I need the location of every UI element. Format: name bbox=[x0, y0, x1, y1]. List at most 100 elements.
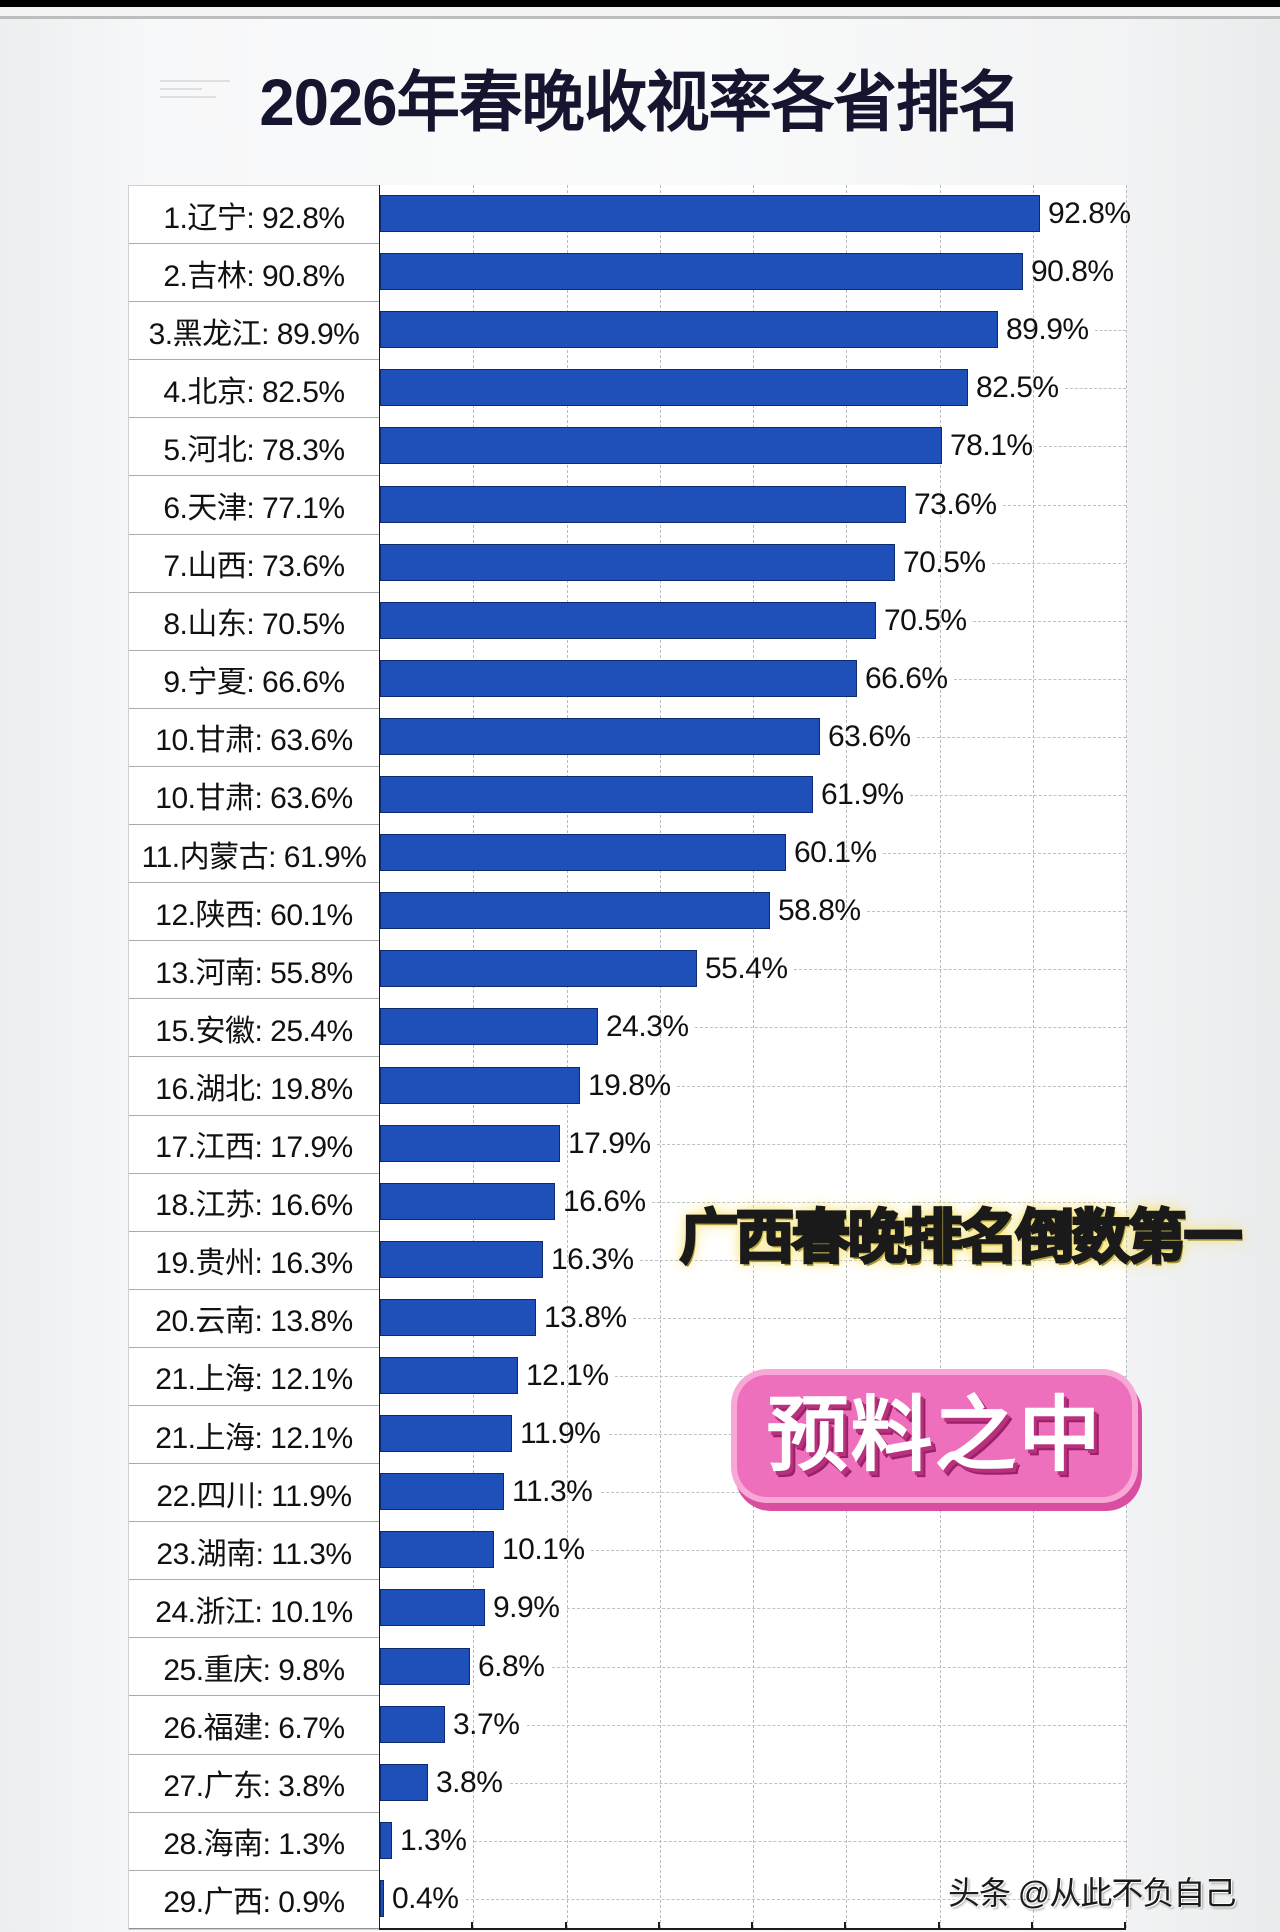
bar bbox=[380, 601, 876, 639]
table-row: 28.海南: 1.3% bbox=[129, 1813, 379, 1871]
table-row: 29.广西: 0.9% bbox=[129, 1871, 379, 1929]
bar-row: 70.5% bbox=[380, 534, 1126, 592]
table-row: 10.甘肃: 63.6% bbox=[129, 767, 379, 826]
bar-row: 70.5% bbox=[380, 592, 1126, 650]
bar bbox=[380, 776, 813, 813]
horizontal-gridline bbox=[867, 911, 1126, 913]
bar bbox=[380, 543, 895, 581]
bar-value-label: 24.3% bbox=[606, 1010, 689, 1044]
vertical-gridline bbox=[753, 185, 754, 1928]
bar bbox=[380, 892, 770, 930]
horizontal-gridline bbox=[527, 1724, 1126, 1726]
bar-value-label: 10.1% bbox=[502, 1533, 585, 1567]
x-tick bbox=[844, 1922, 846, 1930]
bar-value-label: 58.8% bbox=[778, 894, 861, 928]
watermark: 头条 @从此不负自己 bbox=[948, 1875, 1236, 1911]
table-row: 11.内蒙古: 61.9% bbox=[129, 825, 379, 884]
table-row: 23.湖南: 11.3% bbox=[129, 1522, 379, 1581]
bar bbox=[380, 950, 697, 988]
table-row: 19.贵州: 16.3% bbox=[129, 1232, 379, 1290]
table-row: 5.河北: 78.3% bbox=[129, 418, 379, 477]
table-row: 18.江苏: 16.6% bbox=[129, 1174, 379, 1232]
bar-row: 17.9% bbox=[380, 1115, 1126, 1173]
bar-value-label: 9.9% bbox=[493, 1591, 560, 1625]
bar bbox=[380, 311, 998, 349]
bar-row: 73.6% bbox=[380, 476, 1126, 534]
horizontal-gridline bbox=[954, 678, 1126, 680]
bar-value-label: 60.1% bbox=[794, 836, 877, 870]
bar-value-label: 3.8% bbox=[436, 1765, 503, 1799]
table-row: 10.甘肃: 63.6% bbox=[129, 709, 379, 767]
table-row: 25.重庆: 9.8% bbox=[129, 1638, 379, 1697]
bar-row: 16.6% bbox=[380, 1173, 1126, 1231]
bar-value-label: 6.8% bbox=[478, 1649, 545, 1683]
bar-row: 63.6% bbox=[380, 708, 1126, 766]
chart-title: 2026年春晚收视率各省排名 bbox=[259, 65, 1021, 139]
horizontal-gridline bbox=[1065, 388, 1126, 390]
bar-row: 3.8% bbox=[380, 1754, 1126, 1812]
vertical-gridline bbox=[567, 185, 568, 1928]
bar bbox=[380, 485, 906, 523]
table-row: 1.辽宁: 92.8% bbox=[129, 186, 379, 245]
horizontal-gridline bbox=[552, 1666, 1126, 1668]
bar-value-label: 82.5% bbox=[976, 371, 1059, 405]
table-row: 12.陕西: 60.1% bbox=[129, 883, 379, 942]
bar-value-label: 78.1% bbox=[950, 429, 1033, 463]
x-tick bbox=[378, 1922, 380, 1930]
bar-row: 9.9% bbox=[380, 1579, 1126, 1637]
table-row: 22.四川: 11.9% bbox=[129, 1464, 379, 1523]
y-axis bbox=[378, 185, 380, 1930]
table-row: 21.上海: 12.1% bbox=[129, 1348, 379, 1406]
horizontal-gridline bbox=[1003, 504, 1126, 506]
bar bbox=[380, 659, 857, 697]
bar-value-label: 11.9% bbox=[520, 1417, 601, 1451]
bar bbox=[380, 1473, 504, 1511]
vertical-gridline bbox=[1126, 185, 1127, 1928]
bar-row: 82.5% bbox=[380, 359, 1126, 417]
bar-row: 0.4% bbox=[380, 1870, 1126, 1928]
horizontal-gridline bbox=[567, 1608, 1126, 1610]
bar-row: 6.8% bbox=[380, 1638, 1126, 1696]
faint-logo-icon bbox=[160, 74, 230, 110]
bar-row: 55.4% bbox=[380, 940, 1126, 998]
overlay-sticker-background bbox=[737, 1375, 1132, 1497]
bar-row: 16.3% bbox=[380, 1231, 1126, 1289]
bar-value-label: 17.9% bbox=[568, 1126, 651, 1160]
bar bbox=[380, 1705, 445, 1743]
bar-row: 12.1% bbox=[380, 1347, 1126, 1405]
bar bbox=[380, 1821, 392, 1859]
horizontal-gridline bbox=[652, 1201, 1126, 1203]
bar-row: 90.8% bbox=[380, 243, 1126, 301]
bar-row: 78.1% bbox=[380, 417, 1126, 475]
table-row: 27.广东: 3.8% bbox=[129, 1755, 379, 1813]
horizontal-gridline bbox=[1095, 330, 1126, 332]
bar-row: 61.9% bbox=[380, 766, 1126, 824]
bar bbox=[380, 369, 968, 407]
top-black-bar bbox=[0, 0, 1280, 7]
bar-value-label: 55.4% bbox=[705, 952, 788, 986]
bar-value-label: 73.6% bbox=[914, 487, 997, 521]
bar bbox=[380, 1298, 536, 1336]
table-row: 3.黑龙江: 89.9% bbox=[129, 302, 379, 361]
table-row: 16.湖北: 19.8% bbox=[129, 1057, 379, 1116]
bar-row: 11.3% bbox=[380, 1463, 1126, 1521]
bar-value-label: 13.8% bbox=[544, 1300, 627, 1334]
bar-value-label: 3.7% bbox=[453, 1707, 520, 1741]
horizontal-gridline bbox=[466, 1898, 1126, 1900]
table-row: 24.浙江: 10.1% bbox=[129, 1580, 379, 1639]
bar-value-label: 70.5% bbox=[903, 545, 986, 579]
table-row: 26.福建: 6.7% bbox=[129, 1696, 379, 1755]
bar-value-label: 16.3% bbox=[551, 1242, 634, 1276]
bar-value-label: 19.8% bbox=[588, 1068, 671, 1102]
bar-value-label: 11.3% bbox=[512, 1475, 593, 1509]
plot-area bbox=[380, 185, 1127, 1928]
bar-row: 19.8% bbox=[380, 1057, 1126, 1115]
horizontal-gridline bbox=[657, 1143, 1126, 1145]
bar-row: 58.8% bbox=[380, 882, 1126, 940]
table-row: 13.河南: 55.8% bbox=[129, 941, 379, 1000]
table-row: 15.安徽: 25.4% bbox=[129, 999, 379, 1058]
horizontal-gridline bbox=[910, 795, 1126, 796]
bar-value-label: 61.9% bbox=[821, 778, 904, 811]
bar-row: 1.3% bbox=[380, 1812, 1126, 1870]
table-row: 20.云南: 13.8% bbox=[129, 1290, 379, 1348]
